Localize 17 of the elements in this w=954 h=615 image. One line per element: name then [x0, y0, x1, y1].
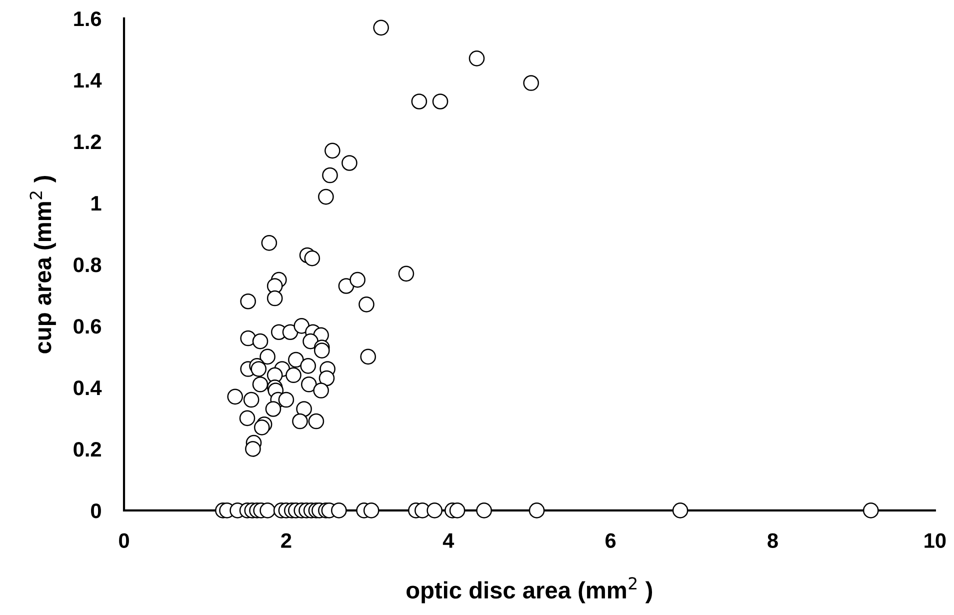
- y-tick-label: 1.4: [74, 73, 102, 88]
- y-tick-label: 0.4: [74, 380, 102, 396]
- x-tick-label: 8: [768, 533, 778, 548]
- y-tick-label: 1.2: [74, 134, 101, 149]
- x-tick-label: 2: [281, 533, 292, 548]
- y-tick-label: 1.6: [74, 11, 102, 26]
- x-tick-label: 10: [924, 533, 946, 548]
- y-tick-label: 1: [92, 196, 102, 210]
- x-tick-label: 4: [442, 533, 454, 548]
- x-axis-title: optic disc area (mm$^{2}$ ): [406, 577, 652, 604]
- y-tick-label: 0: [91, 503, 101, 518]
- y-axis-title: cup area (mm$^{2}$ ): [30, 176, 56, 354]
- y-tick-label: 0.2: [74, 442, 101, 457]
- y-tick-label: 0.8: [74, 257, 102, 272]
- x-tick-label: 6: [606, 533, 616, 548]
- x-tick-label: 0: [119, 533, 129, 548]
- y-tick-label: 0.6: [74, 318, 102, 334]
